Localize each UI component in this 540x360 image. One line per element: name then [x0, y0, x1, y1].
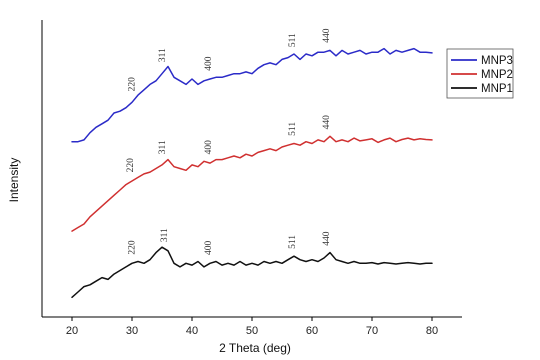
- x-ticks: 20 30 40 50 60 70 80: [66, 317, 438, 337]
- series-line-mnp1: [71, 246, 433, 299]
- peak-label-mnp2-440: 440: [322, 115, 332, 130]
- peak-label-mnp2-400: 400: [204, 140, 214, 155]
- peak-label-mnp3-311: 311: [158, 48, 168, 62]
- x-tick-label: 20: [66, 325, 78, 337]
- x-tick-label: 80: [426, 325, 438, 337]
- peak-labels: 220 311 400 511 440 220 311 400 511 440 220 311 400 5…: [126, 28, 332, 255]
- x-axis-title: 2 Theta (deg): [219, 341, 291, 355]
- y-axis-title: Intensity: [7, 158, 21, 203]
- peak-label-mnp1-220: 220: [127, 240, 137, 255]
- x-tick-label: 70: [366, 325, 378, 337]
- legend: MNP3 MNP2 MNP1: [446, 48, 514, 99]
- legend-label-mnp1: MNP1: [481, 83, 513, 95]
- x-tick-label: 50: [246, 325, 258, 337]
- peak-label-mnp2-311: 311: [158, 140, 168, 154]
- legend-label-mnp2: MNP2: [481, 69, 513, 81]
- x-tick-label: 60: [306, 325, 318, 337]
- series-line-mnp2: [71, 135, 433, 232]
- peak-label-mnp3-400: 400: [204, 56, 214, 71]
- peak-label-mnp3-440: 440: [322, 28, 332, 43]
- legend-label-mnp3: MNP3: [481, 55, 513, 67]
- peak-label-mnp2-220: 220: [126, 158, 136, 173]
- peak-label-mnp3-220: 220: [127, 77, 137, 92]
- x-tick-label: 30: [126, 325, 138, 337]
- peak-label-mnp1-511: 511: [288, 235, 298, 249]
- series-line-mnp3: [71, 47, 433, 143]
- peak-label-mnp1-311: 311: [160, 228, 170, 242]
- peak-label-mnp1-440: 440: [322, 231, 332, 246]
- peak-label-mnp3-511: 511: [288, 33, 298, 47]
- peak-label-mnp1-400: 400: [204, 241, 214, 256]
- peak-label-mnp2-511: 511: [288, 122, 298, 136]
- series-group: [71, 47, 433, 299]
- x-tick-label: 40: [186, 325, 198, 337]
